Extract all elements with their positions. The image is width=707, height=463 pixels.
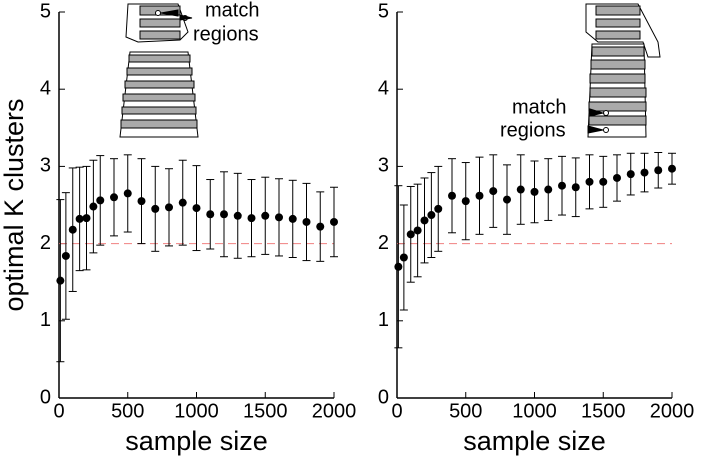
data-point xyxy=(654,166,663,175)
data-point xyxy=(613,173,621,182)
y-tick-label: 2 xyxy=(40,232,51,254)
dress-illustration xyxy=(119,3,199,138)
x-tick-label: 1500 xyxy=(581,400,626,422)
data-point xyxy=(599,177,608,186)
data-point xyxy=(233,211,242,220)
x-tick-label: 500 xyxy=(111,400,144,422)
data-point xyxy=(640,168,649,177)
annotation: match xyxy=(512,96,566,118)
data-point xyxy=(316,222,325,231)
data-point xyxy=(406,230,415,239)
data-point xyxy=(330,217,338,226)
x-tick-label: 2000 xyxy=(650,400,695,422)
data-point xyxy=(178,198,187,207)
data-point xyxy=(461,197,470,206)
data-point xyxy=(151,204,160,213)
annotation: regions xyxy=(193,23,259,45)
data-point xyxy=(427,211,436,220)
x-tick-label: 500 xyxy=(449,400,482,422)
y-tick-label: 0 xyxy=(40,386,51,408)
data-point xyxy=(75,214,84,223)
y-tick-label: 1 xyxy=(40,309,51,331)
data-point xyxy=(434,204,443,213)
x-tick-label: 2000 xyxy=(312,400,357,422)
y-tick-label: 5 xyxy=(40,0,51,22)
y-tick-label: 4 xyxy=(40,77,51,99)
x-tick-label: 1500 xyxy=(243,400,288,422)
y-tick-label: 3 xyxy=(40,155,51,177)
data-point xyxy=(220,210,228,219)
x-tick-label: 1000 xyxy=(174,400,219,422)
data-point xyxy=(668,164,676,173)
annotation: match xyxy=(205,0,259,21)
data-point xyxy=(585,177,594,186)
data-point xyxy=(448,191,456,200)
x-tick-label: 0 xyxy=(391,400,402,422)
data-point xyxy=(399,253,408,262)
data-point xyxy=(261,211,270,220)
data-point xyxy=(247,214,256,223)
x-tick-label: 0 xyxy=(53,400,64,422)
data-point xyxy=(61,251,70,260)
data-point xyxy=(96,196,105,205)
data-point xyxy=(571,183,580,192)
annotation-arrows xyxy=(155,9,609,134)
data-point xyxy=(503,195,511,204)
x-tick-label: 1000 xyxy=(512,400,557,422)
y-tick-label: 3 xyxy=(378,155,389,177)
data-point xyxy=(544,185,553,194)
x-axis-label: sample size xyxy=(463,426,606,456)
data-point xyxy=(165,203,173,212)
annotation: regions xyxy=(500,119,566,141)
x-axis-label: sample size xyxy=(125,426,268,456)
y-tick-label: 1 xyxy=(378,309,389,331)
data-point xyxy=(302,217,311,226)
data-point xyxy=(275,213,283,222)
y-axis-label: optimal K clusters xyxy=(0,98,29,311)
data-point xyxy=(489,187,498,196)
y-tick-label: 5 xyxy=(378,0,389,22)
data-point xyxy=(110,193,118,202)
dress-illustration xyxy=(585,3,661,138)
data-point xyxy=(516,185,525,194)
data-point xyxy=(68,225,77,234)
data-point xyxy=(206,210,215,219)
data-point xyxy=(475,191,484,200)
data-point xyxy=(530,187,539,196)
data-point xyxy=(626,170,635,179)
data-point xyxy=(137,197,146,206)
data-point xyxy=(89,202,98,211)
y-tick-label: 4 xyxy=(378,77,389,99)
data-point xyxy=(288,214,297,223)
data-point xyxy=(420,216,429,225)
data-point xyxy=(558,181,566,190)
y-tick-label: 0 xyxy=(378,386,389,408)
data-point xyxy=(394,262,403,271)
data-point xyxy=(82,214,91,223)
data-point xyxy=(192,204,201,213)
y-tick-label: 2 xyxy=(378,232,389,254)
data-point xyxy=(413,226,422,235)
data-point xyxy=(123,189,132,198)
data-point xyxy=(56,276,65,285)
